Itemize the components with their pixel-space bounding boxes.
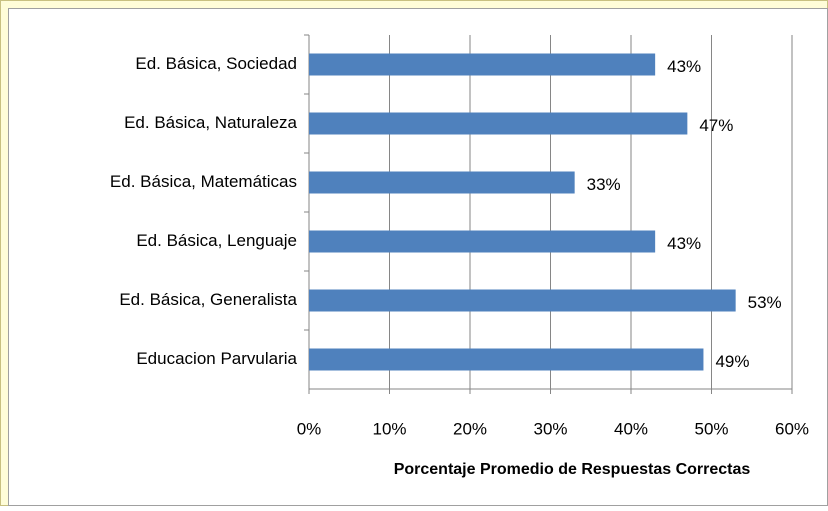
bar xyxy=(309,348,704,371)
bar xyxy=(309,53,656,76)
chart-area xyxy=(8,8,828,506)
x-tick-label: 60% xyxy=(775,419,809,438)
x-tick-label: 20% xyxy=(453,419,487,438)
value-label: 49% xyxy=(715,352,749,371)
bar xyxy=(309,171,575,194)
value-label: 33% xyxy=(587,175,621,194)
x-axis-title: Porcentaje Promedio de Respuestas Correc… xyxy=(394,461,751,478)
y-tick-label: Ed. Básica, Sociedad xyxy=(135,54,297,73)
x-tick-label: 10% xyxy=(372,419,406,438)
value-label: 43% xyxy=(667,57,701,76)
y-tick-label: Ed. Básica, Naturaleza xyxy=(124,113,297,132)
x-tick-label: 40% xyxy=(614,419,648,438)
y-tick-label: Ed. Básica, Lenguaje xyxy=(136,231,297,250)
x-tick-label: 0% xyxy=(297,419,322,438)
y-tick-label: Ed. Básica, Generalista xyxy=(119,290,297,309)
bar xyxy=(309,112,688,135)
y-tick-label: Educacion Parvularia xyxy=(136,349,297,368)
value-label: 53% xyxy=(748,293,782,312)
x-tick-label: 30% xyxy=(533,419,567,438)
x-tick-label: 50% xyxy=(694,419,728,438)
value-label: 47% xyxy=(699,116,733,135)
value-label: 43% xyxy=(667,234,701,253)
y-tick-label: Ed. Básica, Matemáticas xyxy=(110,172,297,191)
bar xyxy=(309,230,656,253)
bar xyxy=(309,289,736,312)
